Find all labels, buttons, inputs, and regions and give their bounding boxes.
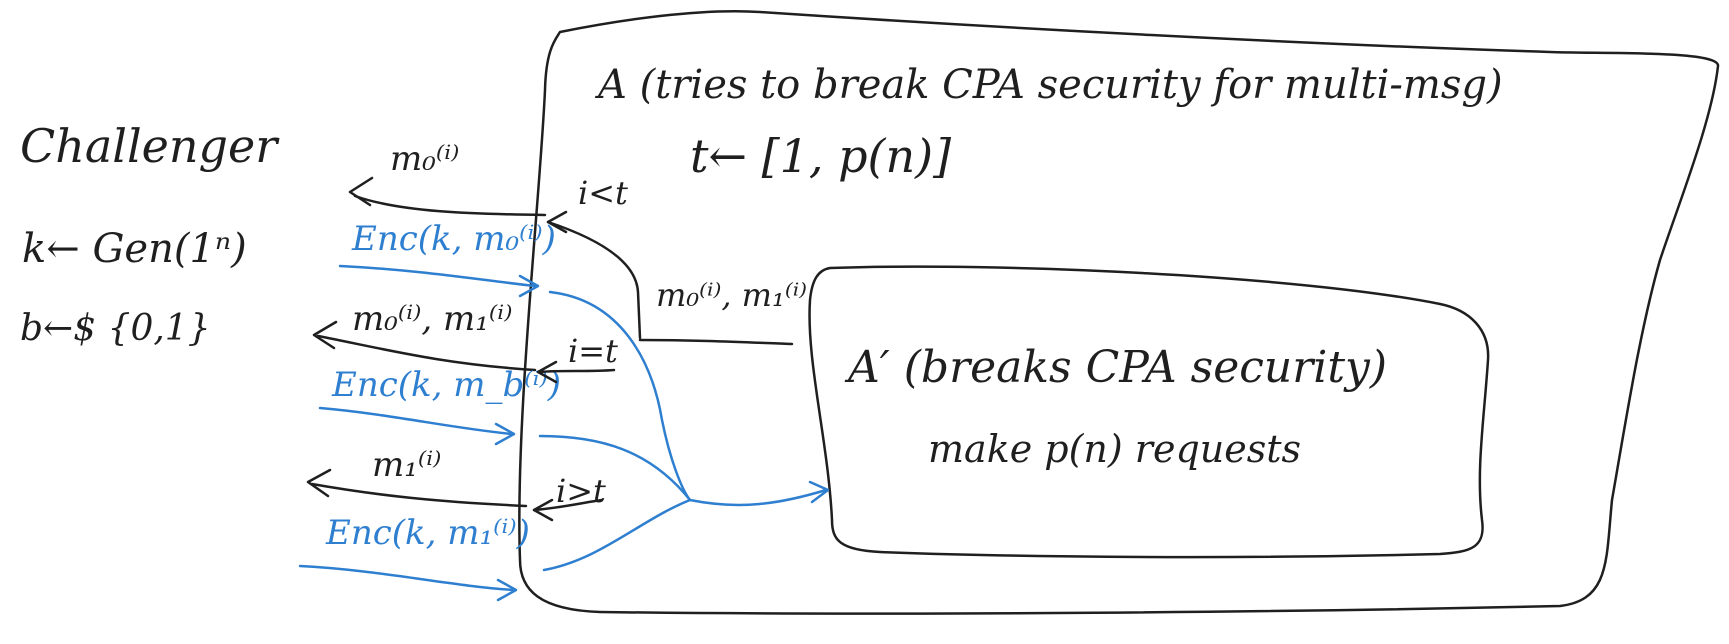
arrowhead-enc-m1 [496, 578, 518, 602]
blue-arrowhead-inner [808, 480, 830, 504]
label-m0: m₀⁽ⁱ⁾ [390, 139, 459, 179]
challenger-keygen: k← Gen(1ⁿ) [22, 226, 247, 272]
cond-lt-arrow [546, 220, 642, 340]
blue-merge-from-row1 [548, 290, 692, 502]
arrow-m1-to-challenger [310, 482, 528, 508]
cond-eq-arrowhead [536, 360, 558, 384]
pair-line [638, 338, 794, 346]
arrowhead-enc-mb [494, 422, 516, 446]
inner-adversary-box [808, 265, 1490, 559]
arrowhead-enc-m0 [518, 274, 540, 298]
row-i-less-than-t: m₀⁽ⁱ⁾ Enc(k, m₀⁽ⁱ⁾) i<t [338, 139, 642, 340]
adversary-box [518, 9, 1720, 615]
arrow-enc-m0-to-adversary [338, 264, 537, 288]
challenger-title: Challenger [20, 119, 280, 173]
cond-eq: i=t [568, 332, 618, 370]
label-enc-m1: Enc(k, m₁⁽ⁱ⁾) [325, 513, 530, 553]
label-m1: m₁⁽ⁱ⁾ [372, 445, 441, 485]
arrowhead-m0m1 [312, 320, 338, 350]
row-i-equals-t: m₀⁽ⁱ⁾, m₁⁽ⁱ⁾ Enc(k, m_b⁽ⁱ⁾) i=t [312, 299, 618, 446]
cond-eq-arrow [538, 368, 616, 374]
blue-merge-from-row2 [538, 434, 692, 502]
cond-lt: i<t [578, 174, 628, 212]
cond-lt-arrowhead [546, 210, 568, 234]
adversary-step: t← [1, p(n)] [690, 129, 951, 183]
label-enc-m0: Enc(k, m₀⁽ⁱ⁾) [351, 219, 556, 259]
arrowhead-m0 [348, 176, 374, 207]
arrow-enc-mb-to-adversary [318, 406, 514, 436]
row-i-greater-than-t: m₁⁽ⁱ⁾ Enc(k, m₁⁽ⁱ⁾) i>t [298, 445, 606, 602]
adversary-title: A (tries to break CPA security for multi… [594, 62, 1503, 108]
challenger-bit: b←$ {0,1} [20, 308, 211, 349]
inner-adversary-body: make p(n) requests [928, 427, 1301, 471]
arrow-enc-m1-to-adversary [298, 564, 516, 592]
cond-gt-arrow [532, 498, 604, 512]
challenger-block: Challenger k← Gen(1ⁿ) b←$ {0,1} [20, 119, 280, 349]
arrow-m0m1-to-challenger [316, 334, 537, 372]
inner-adversary-title: A′ (breaks CPA security) [844, 342, 1387, 393]
blue-merge-from-row3 [542, 498, 692, 572]
label-m0-m1: m₀⁽ⁱ⁾, m₁⁽ⁱ⁾ [352, 299, 512, 339]
blue-to-inner-adversary [688, 488, 828, 507]
arrowhead-m1 [306, 468, 332, 498]
cond-gt-arrowhead [532, 498, 554, 522]
label-pair-to-inner: m₀⁽ⁱ⁾, m₁⁽ⁱ⁾ [656, 276, 807, 314]
arrow-m0-to-challenger [353, 194, 547, 217]
label-enc-mb: Enc(k, m_b⁽ⁱ⁾) [331, 365, 561, 405]
